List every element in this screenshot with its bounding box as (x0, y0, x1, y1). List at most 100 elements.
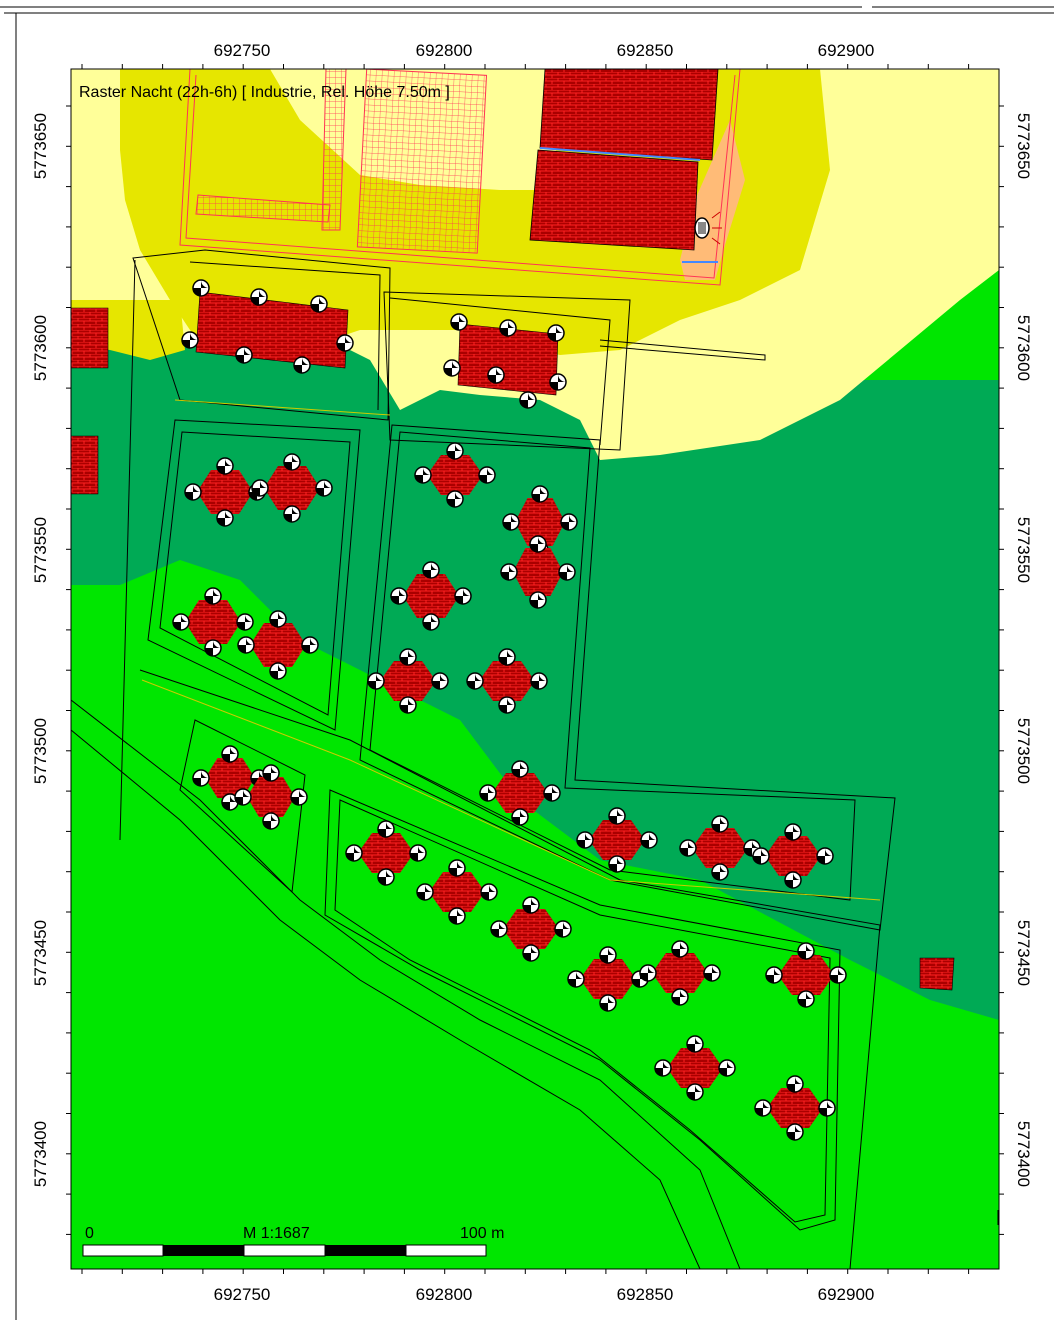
receiver-icon (560, 513, 578, 531)
house-cluster (778, 955, 834, 995)
receiver-icon (236, 613, 254, 631)
x-tick-bottom: 692800 (416, 1285, 473, 1304)
y-tick-left: 5773550 (31, 517, 50, 583)
house-cluster (403, 574, 459, 618)
receiver-icon (184, 483, 202, 501)
receiver-icon (519, 391, 537, 409)
receiver-icon (500, 563, 518, 581)
receiver-icon (390, 587, 408, 605)
receiver-icon (829, 966, 847, 984)
y-tick-right: 5773500 (1014, 718, 1033, 784)
house-cluster (185, 600, 241, 644)
receiver-icon (703, 964, 721, 982)
receiver-icon (204, 639, 222, 657)
receiver-icon (608, 807, 626, 825)
receiver-icon (786, 1123, 804, 1141)
x-tick-bottom: 692850 (617, 1285, 674, 1304)
house-cluster (427, 455, 483, 495)
scale-end-label: 100 m (460, 1225, 504, 1242)
receiver-icon (466, 672, 484, 690)
house-cluster (513, 548, 563, 596)
planning-outlines (179, 69, 741, 286)
house-cluster (589, 820, 645, 860)
map-area[interactable] (71, 69, 999, 1269)
receiver-icon (172, 613, 190, 631)
house-cluster (429, 872, 485, 912)
axis-ticks (66, 64, 1004, 1274)
receiver-icon (558, 563, 576, 581)
receiver-icon (784, 871, 802, 889)
y-tick-left: 5773450 (31, 920, 50, 986)
receiver-icon (422, 613, 440, 631)
receiver-icon (446, 442, 464, 460)
receiver-icon (409, 844, 427, 862)
receiver-icon (446, 490, 464, 508)
receiver-icon (530, 672, 548, 690)
receiver-icon (399, 648, 417, 666)
receiver-icon (181, 331, 199, 349)
building-west-edge-1 (71, 307, 109, 369)
y-tick-left: 5773600 (31, 315, 50, 381)
map-border (70, 68, 1000, 1270)
receiver-icon (192, 279, 210, 297)
receiver-icon (797, 990, 815, 1008)
receiver-icon (531, 485, 549, 503)
receiver-icon (283, 453, 301, 471)
receiver-icon (345, 844, 363, 862)
house-cluster (380, 661, 436, 701)
zone-orange (680, 120, 745, 280)
receiver-icon (786, 1075, 804, 1093)
receiver-icon (487, 366, 505, 384)
receiver-icon (686, 1083, 704, 1101)
x-tick-bottom: 692750 (214, 1285, 271, 1304)
receiver-icon (599, 946, 617, 964)
receiver-icon (315, 479, 333, 497)
receiver-icon (262, 812, 280, 830)
house-cluster (692, 828, 748, 868)
receiver-icon (192, 769, 210, 787)
receiver-icon (818, 1099, 836, 1117)
house-cluster (247, 777, 295, 817)
hatched-strip-vertical (321, 69, 347, 231)
receiver-icon (671, 988, 689, 1006)
y-axis-right: 5773650 5773600 5773550 5773500 5773450 … (1014, 113, 1033, 1187)
receiver-icon (511, 808, 529, 826)
hatched-area-north (356, 69, 488, 254)
receiver-icon (204, 587, 222, 605)
receiver-icon (237, 636, 255, 654)
receiver-icon (549, 373, 567, 391)
receiver-icon (654, 1059, 672, 1077)
receiver-icon (765, 966, 783, 984)
receiver-icon (502, 513, 520, 531)
receiver-icon (283, 505, 301, 523)
receiver-icon (639, 964, 657, 982)
y-tick-right: 5773600 (1014, 315, 1033, 381)
x-tick-top: 692900 (818, 41, 875, 60)
house-cluster (197, 470, 253, 514)
receiver-icon (784, 823, 802, 841)
building-east-edge (919, 957, 955, 991)
receiver-icon (310, 295, 328, 313)
receiver-icon (752, 847, 770, 865)
receiver-icon (718, 1059, 736, 1077)
receiver-icon (480, 883, 498, 901)
y-tick-left: 5773650 (31, 113, 50, 179)
receiver-icon (448, 907, 466, 925)
receiver-icon (547, 324, 565, 342)
receiver-icon (816, 847, 834, 865)
scale-start-label: 0 (85, 1225, 94, 1242)
x-tick-top: 692850 (617, 41, 674, 60)
receiver-icon (422, 561, 440, 579)
receiver-icon (216, 509, 234, 527)
y-tick-right: 5773450 (1014, 920, 1033, 986)
receiver-icon (269, 662, 287, 680)
receiver-icon (522, 896, 540, 914)
receiver-icon (269, 610, 287, 628)
building-row-1 (195, 291, 349, 369)
x-axis-top: 692750 692800 692850 692900 (214, 41, 875, 60)
receiver-icon (671, 940, 689, 958)
y-tick-left: 5773500 (31, 718, 50, 784)
y-tick-left: 5773400 (31, 1121, 50, 1187)
y-tick-right: 5773550 (1014, 517, 1033, 583)
receiver-icon (250, 288, 268, 306)
